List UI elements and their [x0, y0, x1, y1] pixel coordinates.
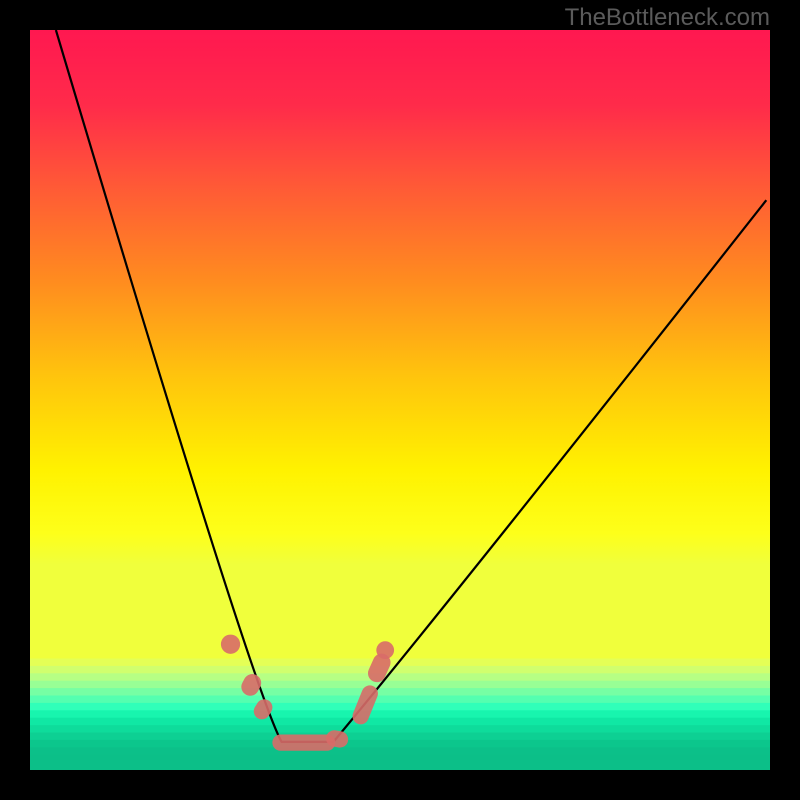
bottleneck-curve	[56, 30, 766, 742]
curve-layer	[30, 30, 770, 770]
data-marker	[376, 641, 394, 659]
data-marker	[350, 683, 380, 727]
chart-root: TheBottleneck.com	[0, 0, 800, 800]
data-marker	[221, 635, 240, 654]
data-marker	[272, 734, 335, 750]
data-marker	[238, 671, 264, 699]
watermark-text: TheBottleneck.com	[565, 4, 770, 32]
plot-area	[30, 30, 770, 770]
